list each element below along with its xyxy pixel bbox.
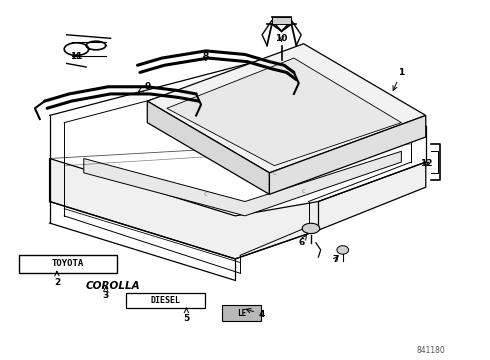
FancyBboxPatch shape (221, 305, 261, 321)
Text: COROLLA: COROLLA (86, 281, 141, 291)
Polygon shape (337, 246, 348, 254)
Text: c: c (272, 170, 276, 176)
Text: 3: 3 (102, 287, 109, 300)
Text: 9: 9 (138, 82, 150, 92)
Text: 2: 2 (54, 271, 60, 287)
Text: LE: LE (237, 309, 246, 318)
Text: 10: 10 (275, 34, 288, 43)
Polygon shape (84, 151, 401, 216)
FancyBboxPatch shape (19, 255, 117, 273)
Text: TOYOTA: TOYOTA (51, 260, 84, 269)
Polygon shape (270, 116, 426, 194)
Polygon shape (167, 58, 401, 166)
Polygon shape (49, 158, 426, 259)
Text: 11: 11 (70, 52, 83, 61)
Text: c: c (302, 188, 306, 194)
Text: c: c (204, 192, 208, 197)
Text: 1: 1 (393, 68, 404, 90)
Text: 12: 12 (419, 159, 432, 168)
Text: 8: 8 (203, 52, 209, 61)
Text: DIESEL: DIESEL (151, 296, 181, 305)
Text: 6: 6 (298, 235, 307, 247)
Text: 7: 7 (332, 255, 339, 264)
Polygon shape (147, 101, 270, 194)
Text: 5: 5 (183, 308, 190, 323)
Polygon shape (272, 17, 292, 24)
Polygon shape (147, 44, 426, 173)
FancyBboxPatch shape (126, 293, 205, 309)
Text: 841180: 841180 (416, 346, 445, 355)
Polygon shape (302, 223, 320, 234)
Text: 4: 4 (246, 309, 265, 319)
